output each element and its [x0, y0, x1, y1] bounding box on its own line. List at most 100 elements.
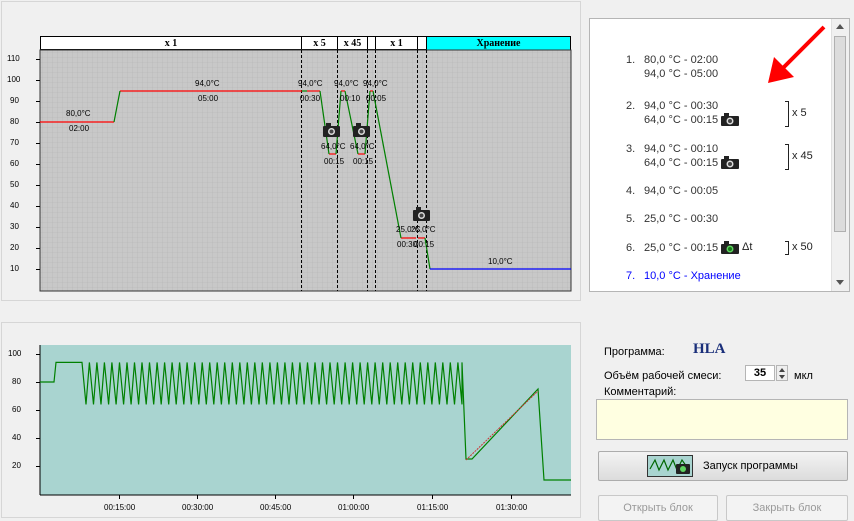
step-time-label: 02:00	[69, 124, 90, 133]
segment-x1: x 1	[41, 37, 302, 50]
scroll-down-arrow-icon[interactable]	[836, 280, 844, 285]
step-item[interactable]: 1. 80,0 °C - 02:00 94,0 °C - 05:00	[626, 53, 826, 83]
scroll-thumb[interactable]	[834, 36, 846, 232]
step-item[interactable]: 5. 25,0 °C - 00:30	[626, 212, 826, 228]
program-info-panel: Программа: HLA Объём рабочей смеси: мкл …	[589, 322, 854, 521]
repeat-count: x 50	[792, 241, 813, 253]
open-block-button[interactable]: Открыть блок	[598, 495, 718, 521]
step-temp-label: 80,0°C	[66, 109, 91, 118]
step-time-label: 00:15	[324, 157, 345, 166]
step-line: 94,0 °C - 05:00	[644, 68, 719, 80]
step-number: 7.	[626, 270, 636, 282]
start-program-label: Запуск программы	[703, 460, 798, 472]
step-time-label: 00:15	[414, 240, 435, 249]
stepper-down-icon[interactable]	[779, 375, 785, 379]
step-line: 64,0 °C - 00:15	[644, 157, 719, 169]
step-time-label: 00:30	[397, 240, 418, 249]
thermal-cycle-icon	[647, 455, 693, 477]
y-tick: 20	[10, 243, 19, 252]
step-time-label: 00:30	[300, 94, 321, 103]
x-tick: 00:15:00	[104, 503, 136, 512]
step-time-label: 00:10	[340, 94, 361, 103]
step-line: 10,0 °C - Хранение	[644, 270, 741, 282]
y-tick: 110	[7, 54, 20, 63]
segment-x1b: x 1	[376, 37, 418, 50]
volume-unit: мкл	[794, 370, 813, 382]
delta-t-label: Δt	[742, 241, 753, 253]
step-temp-label: 64,0°C	[321, 142, 346, 151]
steps-list-panel: 1. 80,0 °C - 02:00 94,0 °C - 05:00 2. 94…	[589, 18, 850, 292]
step-temp-label: 64,0°C	[350, 142, 375, 151]
step-item[interactable]: 7. 10,0 °C - Хранение	[626, 269, 826, 285]
volume-input[interactable]	[745, 365, 775, 381]
step-temp-label: 25,0°C	[396, 225, 421, 234]
step-number: 3.	[626, 143, 636, 155]
y-tick: 30	[10, 222, 19, 231]
y-tick: 80	[12, 377, 21, 386]
repeat-count: x 45	[792, 150, 813, 162]
program-label: Программа:	[604, 346, 665, 358]
step-item[interactable]: 4. 94,0 °C - 00:05	[626, 184, 826, 200]
repeat-count: x 5	[792, 107, 807, 119]
y-tick: 10	[10, 264, 19, 273]
x-tick: 00:45:00	[260, 503, 292, 512]
segment-x1-short	[368, 37, 376, 50]
program-name: HLA	[693, 341, 726, 357]
step-line: 94,0 °C - 00:30	[644, 100, 719, 112]
steps-scrollbar[interactable]	[831, 19, 849, 291]
step-line: 80,0 °C - 02:00	[644, 54, 719, 66]
camera-icon	[721, 241, 739, 254]
y-tick: 100	[8, 349, 22, 358]
y-tick: 70	[10, 138, 19, 147]
volume-label: Объём рабочей смеси:	[604, 370, 722, 382]
step-line: 25,0 °C - 00:15	[644, 242, 719, 254]
y-tick: 40	[12, 433, 21, 442]
y-tick: 80	[10, 117, 19, 126]
step-line: 94,0 °C - 00:05	[644, 185, 719, 197]
step-line: 25,0 °C - 00:30	[644, 213, 719, 225]
step-item[interactable]: 3. 94,0 °C - 00:10 64,0 °C - 00:15	[626, 142, 826, 172]
segment-x45: x 45	[338, 37, 368, 50]
x-tick: 01:00:00	[338, 503, 370, 512]
step-temp-label: 10,0°C	[488, 257, 513, 266]
volume-stepper[interactable]	[776, 365, 788, 381]
scroll-up-arrow-icon[interactable]	[836, 24, 844, 29]
y-tick: 90	[10, 96, 19, 105]
step-number: 2.	[626, 100, 636, 112]
run-plot	[36, 345, 571, 499]
step-item[interactable]: 6. 25,0 °C - 00:15	[626, 241, 826, 257]
segment-storage: Хранение	[427, 37, 570, 50]
y-tick: 60	[10, 159, 19, 168]
y-tick: 20	[12, 461, 21, 470]
segment-x5: x 5	[302, 37, 338, 50]
y-tick: 60	[12, 405, 21, 414]
close-block-label: Закрыть блок	[752, 502, 822, 514]
step-number: 6.	[626, 242, 636, 254]
comment-input[interactable]	[596, 399, 848, 440]
repeat-bracket	[785, 144, 789, 170]
close-block-button[interactable]: Закрыть блок	[726, 495, 848, 521]
arrow-icon	[768, 25, 826, 83]
program-plot	[36, 49, 572, 292]
camera-icon	[413, 207, 430, 221]
open-block-label: Открыть блок	[623, 502, 693, 514]
y-tick: 100	[7, 75, 21, 84]
step-time-label: 00:15	[353, 157, 374, 166]
step-item[interactable]: 2. 94,0 °C - 00:30 64,0 °C - 00:15	[626, 99, 826, 129]
repeat-bracket	[785, 101, 789, 127]
camera-icon	[721, 113, 739, 126]
y-tick: 50	[10, 180, 19, 189]
stepper-up-icon[interactable]	[779, 368, 785, 372]
step-temp-label: 25,0°C	[411, 225, 436, 234]
step-line: 64,0 °C - 00:15	[644, 114, 719, 126]
start-program-button[interactable]: Запуск программы	[598, 451, 848, 481]
step-temp-label: 94,0°C	[334, 79, 359, 88]
y-tick: 40	[10, 201, 19, 210]
x-tick: 01:30:00	[496, 503, 528, 512]
step-number: 1.	[626, 54, 636, 66]
step-temp-label: 94,0°C	[195, 79, 220, 88]
segment-x50	[418, 37, 427, 50]
camera-icon	[353, 123, 370, 137]
comment-label: Комментарий:	[604, 386, 677, 398]
step-time-label: 05:00	[198, 94, 219, 103]
